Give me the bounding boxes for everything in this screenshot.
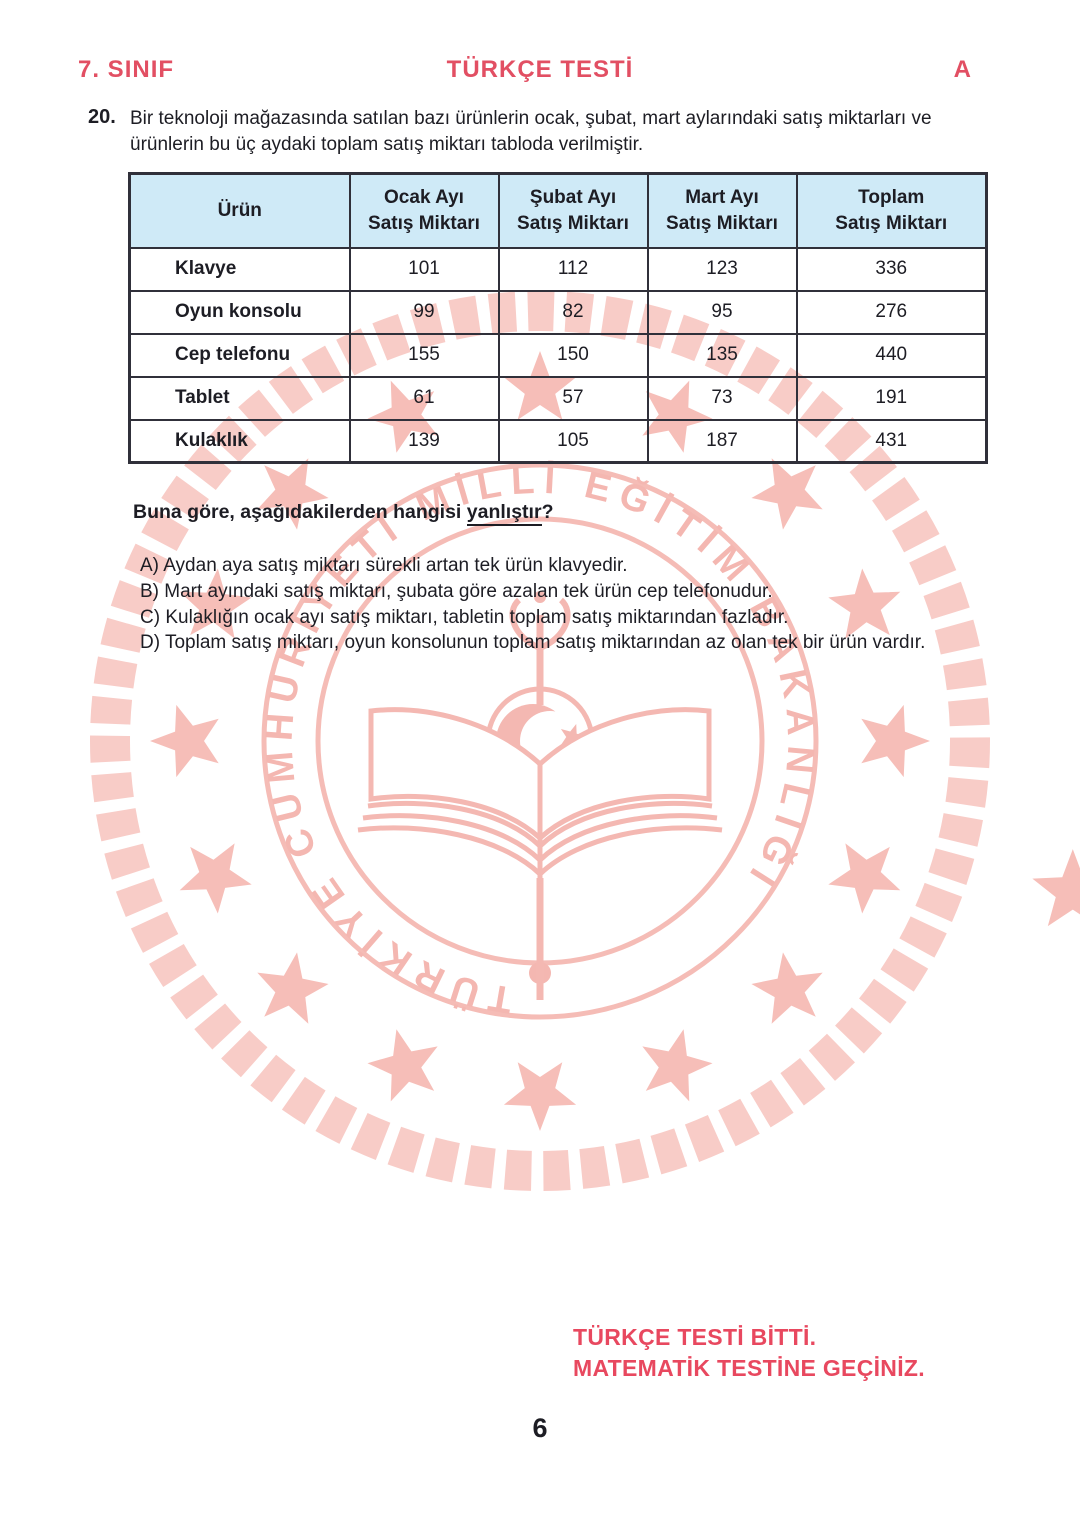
cell-value: 150 bbox=[497, 332, 649, 378]
notice-line2: MATEMATİK TESTİNE GEÇİNİZ. bbox=[573, 1355, 925, 1381]
table-row: Kulaklık 139 105 187 431 bbox=[128, 418, 988, 464]
table-row: Klavye 101 112 123 336 bbox=[128, 246, 988, 292]
question-20: 20. Bir teknoloji mağazasında satılan ba… bbox=[88, 106, 978, 158]
end-of-test-notice: TÜRKÇE TESTİ BİTTİ. MATEMATİK TESTİNE GE… bbox=[573, 1322, 925, 1384]
cell-value: 187 bbox=[646, 418, 798, 464]
product-name: Tablet bbox=[128, 375, 351, 421]
cell-value: 105 bbox=[497, 418, 649, 464]
sales-table: Ürün Ocak Ayı Satış Miktarı Şubat Ayı Sa… bbox=[128, 172, 988, 464]
table-row: Oyun konsolu 99 82 95 276 bbox=[128, 289, 988, 335]
option-b: B) Mart ayındaki satış miktarı, şubata g… bbox=[140, 580, 773, 602]
cell-value: 276 bbox=[795, 289, 988, 335]
cell-value: 135 bbox=[646, 332, 798, 378]
test-title: TÜRKÇE TESTİ bbox=[446, 56, 634, 83]
product-name: Kulaklık bbox=[128, 418, 351, 464]
cell-value: 99 bbox=[348, 289, 500, 335]
page-header: 7. SINIF TÜRKÇE TESTİ A bbox=[0, 56, 1080, 88]
question-intro: Bir teknoloji mağazasında satılan bazı ü… bbox=[130, 108, 932, 155]
underlined-word: yanlıştır bbox=[466, 501, 542, 526]
col-header-product: Ürün bbox=[128, 172, 351, 249]
notice-line1: TÜRKÇE TESTİ BİTTİ. bbox=[573, 1324, 817, 1350]
cell-value: 101 bbox=[348, 246, 500, 292]
col-header-total: Toplam Satış Miktarı bbox=[795, 172, 988, 249]
option-c: C) Kulaklığın ocak ayı satış miktarı, ta… bbox=[140, 606, 789, 628]
question-stem: Buna göre, aşağıdakilerden hangisi yanlı… bbox=[133, 501, 553, 526]
page-number: 6 bbox=[532, 1413, 548, 1443]
crescent-star-book-icon bbox=[357, 591, 723, 1000]
outer-text-circle bbox=[261, 462, 819, 1020]
cell-value: 155 bbox=[348, 332, 500, 378]
cell-value: 336 bbox=[795, 246, 988, 292]
cell-value: 112 bbox=[497, 246, 649, 292]
product-name: Klavye bbox=[128, 246, 351, 292]
table-row: Tablet 61 57 73 191 bbox=[128, 375, 988, 421]
booklet-code: A bbox=[953, 56, 972, 83]
cell-value: 73 bbox=[646, 375, 798, 421]
table-row: Cep telefonu 155 150 135 440 bbox=[128, 332, 988, 378]
cell-value: 123 bbox=[646, 246, 798, 292]
cell-value: 191 bbox=[795, 375, 988, 421]
cell-value: 431 bbox=[795, 418, 988, 464]
col-header-february: Şubat Ayı Satış Miktarı bbox=[497, 172, 649, 249]
cell-value: 82 bbox=[497, 289, 649, 335]
answer-options: A) Aydan aya satış miktarı sürekli artan… bbox=[140, 553, 925, 656]
option-a: A) Aydan aya satış miktarı sürekli artan… bbox=[140, 555, 628, 576]
col-header-january: Ocak Ayı Satış Miktarı bbox=[348, 172, 500, 249]
cell-value: 139 bbox=[348, 418, 500, 464]
product-name: Oyun konsolu bbox=[128, 289, 351, 335]
cell-value: 440 bbox=[795, 332, 988, 378]
option-d: D) Toplam satış miktarı, oyun konsolunun… bbox=[140, 632, 926, 654]
grade-label: 7. SINIF bbox=[78, 56, 175, 83]
cell-value: 61 bbox=[348, 375, 500, 421]
cell-value: 95 bbox=[646, 289, 798, 335]
col-header-march: Mart Ayı Satış Miktarı bbox=[646, 172, 798, 249]
product-name: Cep telefonu bbox=[128, 332, 351, 378]
cell-value: 57 bbox=[497, 375, 649, 421]
table-header-row: Ürün Ocak Ayı Satış Miktarı Şubat Ayı Sa… bbox=[128, 172, 988, 249]
question-number: 20. bbox=[88, 106, 116, 128]
